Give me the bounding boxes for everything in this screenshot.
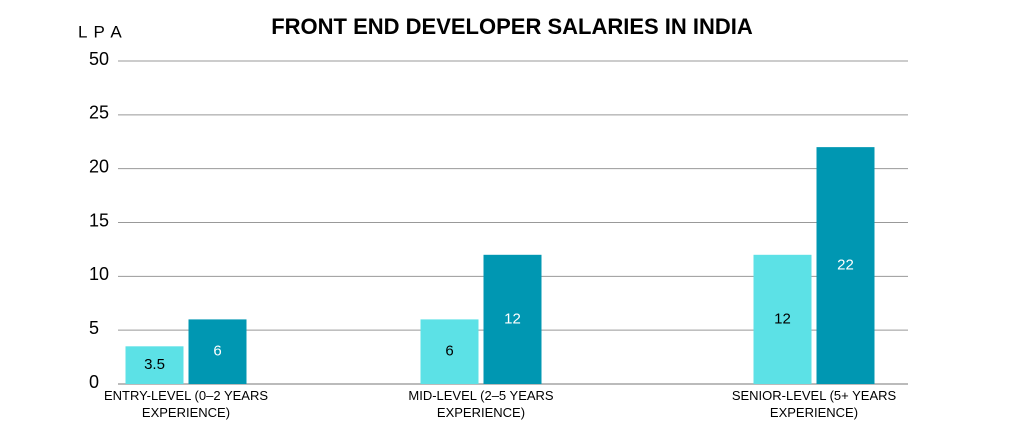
bar [420, 319, 479, 384]
y-axis-label: L P A [78, 22, 123, 41]
data-label: 22 [837, 257, 854, 274]
bar [125, 346, 184, 384]
data-label: 6 [213, 343, 221, 360]
data-label: 3.5 [144, 356, 165, 373]
y-tick-label: 50 [89, 49, 109, 69]
y-tick-label: 5 [89, 318, 99, 338]
x-tick-label: SENIOR-LEVEL (5+ YEARS EXPERIENCE) [731, 388, 897, 420]
x-tick-label: MID-LEVEL (2–5 YEARS EXPERIENCE) [408, 388, 554, 420]
y-tick-label: 20 [89, 156, 109, 176]
y-tick-label: 25 [89, 103, 109, 123]
bar [483, 254, 542, 384]
bar [816, 147, 875, 384]
data-label: 6 [445, 343, 453, 360]
y-tick-label: 15 [89, 210, 109, 230]
data-label: 12 [774, 310, 791, 327]
bar [188, 319, 247, 384]
bar [753, 254, 812, 384]
y-tick-label: 0 [89, 372, 99, 392]
y-tick-label: 10 [89, 264, 109, 284]
data-label: 12 [504, 310, 521, 327]
chart-title: FRONT END DEVELOPER SALARIES IN INDIA [271, 14, 753, 39]
x-tick-label: ENTRY-LEVEL (0–2 YEARS EXPERIENCE) [103, 388, 269, 420]
